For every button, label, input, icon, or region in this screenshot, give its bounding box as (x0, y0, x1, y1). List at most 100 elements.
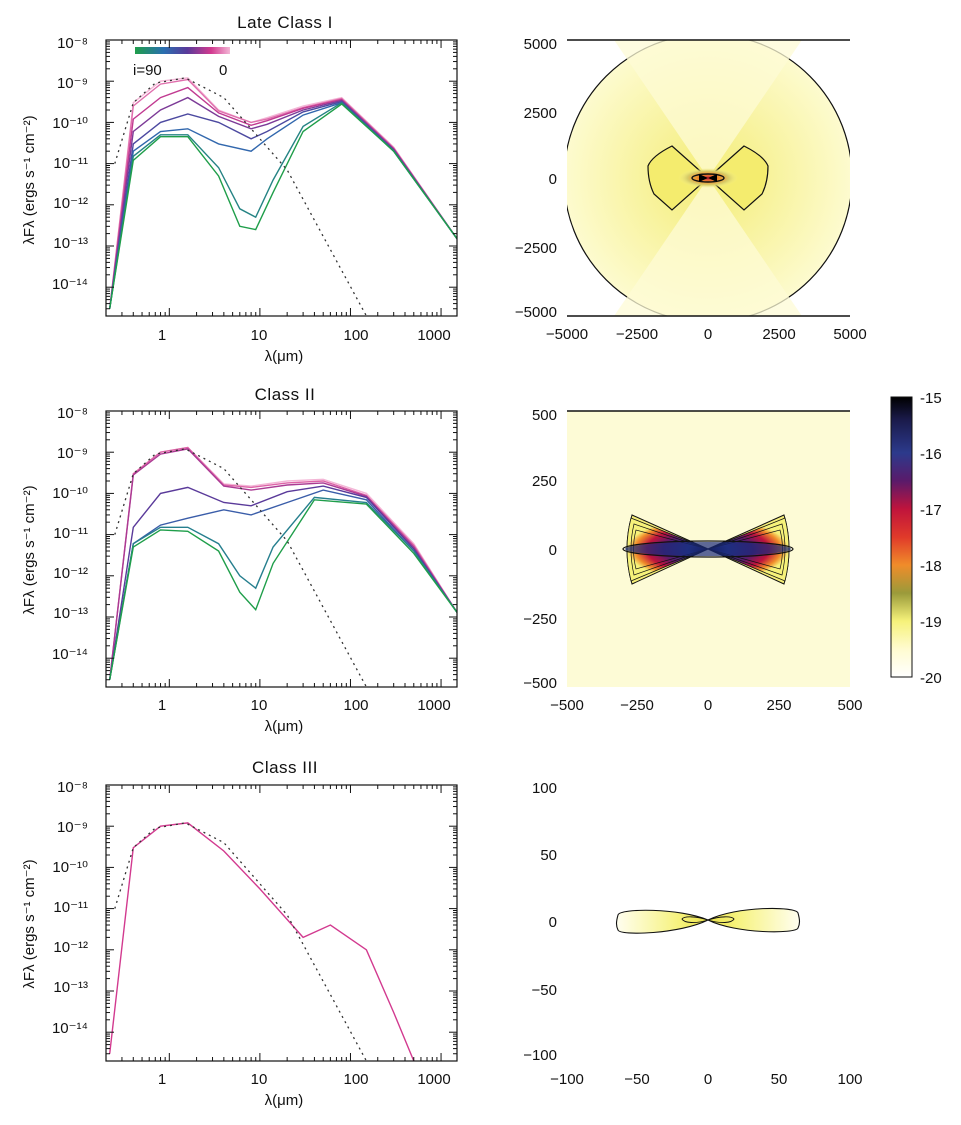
y-tick-label: 500 (532, 407, 557, 424)
plot-frame (105, 410, 458, 688)
y-tick-label: 10⁻⁸ (57, 35, 88, 52)
y-tick-label: 0 (549, 542, 557, 559)
sed-panel-late-class-i: Late Class I 10⁻⁸ 10⁻⁹ 10⁻¹⁰ 10⁻¹¹ 10⁻¹²… (21, 13, 451, 365)
y-axis-label: λFλ (ergs s⁻¹ cm⁻²) (21, 859, 38, 988)
colorbar-tick: -15 (920, 390, 942, 407)
disk-midplane-contour (622, 540, 794, 558)
x-tick-label: −2500 (616, 326, 658, 343)
y-tick-label: 10⁻¹² (53, 939, 88, 956)
x-tick-label: 10 (251, 327, 268, 344)
y-tick-label: 10⁻¹⁴ (52, 276, 88, 293)
y-tick-label: 10⁻⁹ (57, 445, 88, 462)
y-tick-label: −100 (523, 1047, 557, 1064)
plot-frame (105, 784, 458, 1062)
y-tick-label: 0 (549, 171, 557, 188)
y-tick-label: −50 (532, 982, 557, 999)
x-tick-label: 500 (837, 697, 862, 714)
y-tick-label: 10⁻¹¹ (53, 525, 88, 542)
y-tick-label: 5000 (524, 36, 557, 53)
x-tick-label: 50 (771, 1071, 788, 1088)
panel-title: Late Class I (237, 13, 333, 32)
plot-frame (105, 39, 458, 317)
panel-title: Class III (252, 758, 318, 777)
x-axis-label: λ(μm) (265, 1092, 304, 1109)
sed-plot-area (105, 410, 458, 688)
x-tick-label: 100 (343, 1071, 368, 1088)
x-tick-label: 0 (704, 326, 712, 343)
disk-center (699, 174, 717, 182)
colorbar: -15 -16 -17 -18 -19 -20 (890, 390, 942, 687)
colorbar-tick: -19 (920, 614, 942, 631)
y-tick-label: 0 (549, 914, 557, 931)
x-tick-label: 100 (837, 1071, 862, 1088)
sed-series-line (109, 446, 457, 680)
sed-series-line (109, 489, 457, 680)
y-tick-label: 100 (532, 780, 557, 797)
x-tick-label: −100 (550, 1071, 584, 1088)
y-axis-label: λFλ (ergs s⁻¹ cm⁻²) (21, 115, 38, 244)
sed-series-line (109, 96, 457, 309)
y-tick-label: 10⁻⁸ (57, 779, 88, 796)
x-axis-label: λ(μm) (265, 348, 304, 365)
y-tick-label: 10⁻⁸ (57, 405, 88, 422)
sed-plot-area (105, 39, 458, 317)
sed-series-line (109, 101, 457, 309)
y-tick-label: 10⁻¹³ (53, 605, 88, 622)
y-tick-label: 250 (532, 473, 557, 490)
y-tick-label: 2500 (524, 105, 557, 122)
sed-series-line (109, 448, 457, 680)
colorbar-tick: -17 (920, 502, 942, 519)
legend-label-face-on: 0 (219, 62, 227, 79)
thin-disk-inner-contour (681, 916, 735, 923)
sed-series-line (109, 101, 457, 309)
y-tick-label: 10⁻¹³ (53, 979, 88, 996)
x-tick-label: 2500 (762, 326, 795, 343)
disk-contour (691, 173, 725, 183)
x-tick-label: −250 (620, 697, 654, 714)
y-tick-label: 10⁻¹⁰ (52, 485, 88, 502)
x-tick-label: 1 (158, 1071, 166, 1088)
colorbar-tick: -16 (920, 446, 942, 463)
y-tick-label: 10⁻⁹ (57, 819, 88, 836)
sed-plot-area (105, 784, 458, 1062)
sed-series-line (109, 496, 457, 680)
x-tick-label: −50 (624, 1071, 649, 1088)
sed-series-line (109, 78, 457, 309)
thin-disk-density (615, 907, 801, 934)
y-tick-label: 10⁻¹⁴ (52, 646, 88, 663)
photosphere-line (114, 822, 367, 1061)
y-tick-label: 10⁻¹¹ (53, 899, 88, 916)
x-tick-label: 0 (704, 1071, 712, 1088)
inclination-color-bar (135, 47, 230, 54)
colorbar-scale (890, 396, 913, 678)
x-axis-label: λ(μm) (265, 718, 304, 735)
x-tick-label: 250 (766, 697, 791, 714)
disk-midplane (625, 542, 791, 556)
y-tick-label: −250 (523, 611, 557, 628)
sed-series-line (109, 100, 457, 309)
y-tick-label: 50 (540, 847, 557, 864)
colorbar-tick: -20 (920, 670, 942, 687)
outflow-cavity-bottom (614, 178, 802, 316)
sed-curves (109, 446, 457, 687)
x-tick-label: −500 (550, 697, 584, 714)
sed-series-line (109, 77, 457, 309)
outflow-cavity-top (614, 40, 802, 178)
sed-series-line (109, 103, 457, 309)
y-tick-label: −5000 (515, 304, 557, 321)
x-tick-label: 1 (158, 327, 166, 344)
x-tick-label: 10 (251, 1071, 268, 1088)
x-tick-label: 1 (158, 697, 166, 714)
density-panel-late-class-i: 5000 2500 0 −2500 −5000 −5000 −2500 0 25… (515, 36, 867, 343)
y-tick-label: 10⁻⁹ (57, 75, 88, 92)
y-tick-label: 10⁻¹² (53, 195, 88, 212)
panel-title: Class II (255, 385, 316, 404)
sed-panel-class-ii: Class II 10⁻⁸ 10⁻⁹ 10⁻¹⁰ 10⁻¹¹ 10⁻¹² 10⁻… (21, 385, 451, 735)
sed-series-line (109, 446, 457, 680)
sed-series-line (109, 499, 457, 680)
x-tick-label: −5000 (546, 326, 588, 343)
sed-series-line (109, 86, 457, 309)
x-tick-label: 5000 (833, 326, 866, 343)
legend-label-edge-on: i=90 (133, 62, 162, 79)
y-tick-label: 10⁻¹¹ (53, 155, 88, 172)
